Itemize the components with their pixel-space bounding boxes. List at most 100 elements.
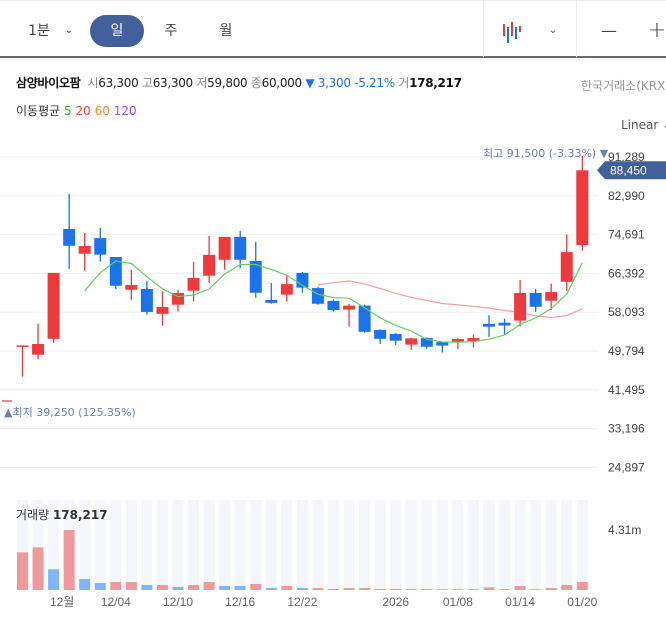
candle <box>358 304 371 333</box>
candle <box>436 341 449 353</box>
volume-slot <box>250 500 262 590</box>
volume-slot <box>141 500 153 590</box>
volume-bar <box>110 582 122 590</box>
volume-key: 거 <box>398 76 410 90</box>
volume-slot <box>545 500 557 590</box>
volume-slot <box>281 500 293 590</box>
volume-bar <box>483 587 495 590</box>
volume-bar <box>48 569 60 590</box>
x-tick-label: 2026 <box>382 595 409 609</box>
candle <box>389 333 402 345</box>
x-tick-label: 01/14 <box>505 595 535 609</box>
volume-label: 거래량 <box>16 508 50 522</box>
volume-bar <box>125 582 137 590</box>
volume-slot <box>156 500 168 590</box>
tab-week[interactable]: 주 <box>164 23 178 39</box>
candle-body <box>47 272 60 339</box>
open-value: 63,300 <box>98 76 139 90</box>
high-value: 63,300 <box>152 76 194 90</box>
tab-day[interactable]: 일 <box>90 15 144 47</box>
volume-slot <box>110 500 122 590</box>
volume-slot <box>530 500 542 590</box>
volume-bar <box>452 589 464 590</box>
candle <box>451 338 464 350</box>
ma5-line <box>84 260 583 343</box>
chevron-down-icon: ⌄ <box>662 118 666 132</box>
candle <box>311 286 324 305</box>
x-tick-label: 12/10 <box>163 595 193 609</box>
volume-value: 178,217 <box>409 76 462 90</box>
volume-slot <box>328 500 339 590</box>
x-tick-label: 12/22 <box>287 595 317 609</box>
candle-body <box>218 236 231 260</box>
candle-body <box>125 285 138 290</box>
chevron-down-icon[interactable]: ⌄ <box>64 25 74 36</box>
volume-bar <box>514 586 526 590</box>
volume-slot <box>499 500 511 590</box>
volume-slot <box>125 500 137 590</box>
candle-body <box>483 323 495 327</box>
chevron-down-icon[interactable]: ⌄ <box>548 25 558 36</box>
moving-average-legend: 이동평균 5 20 60 120 <box>16 102 137 119</box>
volume-bar <box>467 589 479 590</box>
low-value: 59,800 <box>207 76 248 90</box>
volume-bar <box>172 587 184 590</box>
low-annotation: ▲최저 39,250 (125.35%) <box>4 406 136 419</box>
candle-body <box>545 292 558 301</box>
y-tick-label: 82,990 <box>608 189 645 203</box>
volume-slot <box>467 500 479 590</box>
ma-120[interactable]: 120 <box>113 104 137 118</box>
open-key: 시 <box>87 76 99 90</box>
candle <box>374 329 387 344</box>
scale-mode-dropdown[interactable]: Linear ⌄ <box>621 118 666 132</box>
ma-20[interactable]: 20 <box>75 104 91 118</box>
volume-slot <box>452 500 464 590</box>
volume-bar <box>188 585 200 590</box>
interval-1m-button[interactable]: 1분 <box>28 23 50 39</box>
ma-5[interactable]: 5 <box>64 104 72 118</box>
ma-60[interactable]: 60 <box>94 104 110 118</box>
scale-mode-label: Linear <box>621 118 659 132</box>
zoom-out-button[interactable]: — <box>601 21 617 40</box>
volume-slot <box>48 500 60 590</box>
y-tick-label: 41,495 <box>608 383 645 397</box>
candle <box>560 234 573 291</box>
current-price-label: 88,450 <box>610 163 647 177</box>
volume-slot <box>172 500 184 590</box>
candle <box>32 323 45 360</box>
candle-body <box>234 236 247 260</box>
volume-bar <box>343 587 355 590</box>
close-key: 종 <box>250 76 262 90</box>
candle <box>498 318 511 335</box>
candle-body <box>451 339 464 342</box>
stock-name: 삼양바이오팜 <box>16 76 81 90</box>
volume-slot <box>514 500 526 590</box>
candle-body <box>343 305 356 310</box>
candle-body <box>311 288 324 304</box>
candlestick-icon[interactable] <box>498 15 528 47</box>
candle <box>265 282 278 304</box>
current-price-tag <box>597 161 666 180</box>
volume-slot <box>219 500 231 590</box>
volume-slot <box>234 500 246 590</box>
tab-month[interactable]: 월 <box>219 23 233 39</box>
volume-slot <box>32 500 44 590</box>
divider <box>576 1 577 57</box>
y-tick-label: 66,392 <box>608 266 645 280</box>
candle <box>109 256 122 290</box>
candle-body <box>576 170 589 246</box>
candle-body <box>187 278 200 291</box>
zoom-in-button[interactable]: + <box>647 18 666 43</box>
volume-slot <box>436 500 448 590</box>
volume-bar <box>203 582 215 590</box>
candle <box>234 231 247 269</box>
candle-body <box>498 322 511 326</box>
volume-slot <box>359 500 371 590</box>
candle-body <box>280 284 293 295</box>
candle <box>576 156 589 251</box>
candle <box>140 281 153 315</box>
candle-body <box>203 254 216 276</box>
volume-bar <box>576 582 588 590</box>
volume-total: 178,217 <box>52 508 108 522</box>
